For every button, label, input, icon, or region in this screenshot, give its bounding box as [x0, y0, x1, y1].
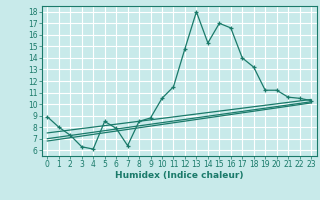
X-axis label: Humidex (Indice chaleur): Humidex (Indice chaleur): [115, 171, 244, 180]
